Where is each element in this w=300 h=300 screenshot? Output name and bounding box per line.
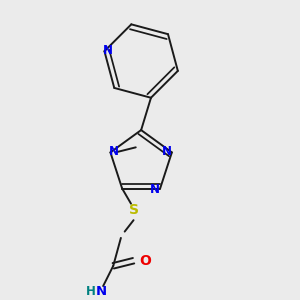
Text: O: O (139, 254, 151, 268)
Text: S: S (128, 203, 139, 217)
Text: N: N (162, 145, 172, 158)
Text: N: N (96, 285, 107, 298)
Text: H: H (86, 285, 96, 298)
Text: N: N (109, 145, 119, 158)
Text: N: N (103, 44, 112, 57)
Text: N: N (150, 183, 160, 196)
